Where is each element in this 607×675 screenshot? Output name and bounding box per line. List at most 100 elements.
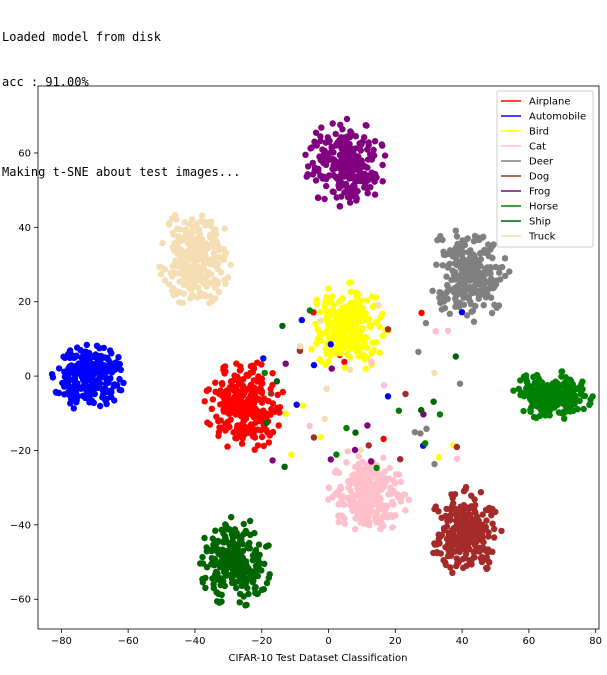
scatter-point-ship — [218, 598, 225, 605]
scatter-point-ship — [210, 584, 217, 592]
scatter-point-deer — [474, 234, 482, 241]
scatter-point-cat — [380, 382, 388, 389]
scatter-point-truck — [161, 277, 169, 284]
scatter-point-dog — [449, 527, 456, 534]
scatter-point-frog — [322, 139, 329, 146]
scatter-point-automobile — [87, 391, 94, 398]
scatter-point-horse — [552, 379, 560, 386]
scatter-point-truck — [195, 275, 203, 282]
scatter-point-truck — [183, 266, 190, 273]
scatter-point-ship — [213, 544, 220, 551]
scatter-point-automobile — [55, 365, 63, 372]
scatter-point-dog — [477, 489, 485, 496]
scatter-point-ship — [245, 590, 252, 598]
scatter-point-airplane — [279, 388, 287, 396]
scatter-point-horse — [517, 391, 524, 399]
scatter-point-frog — [322, 161, 330, 168]
scatter-point-frog — [336, 165, 343, 172]
scatter-point-frog — [338, 171, 345, 178]
legend-label-bird: Bird — [529, 127, 549, 138]
scatter-point-airplane — [238, 440, 246, 447]
x-axis-title: CIFAR-10 Test Dataset Classification — [228, 653, 407, 664]
scatter-point-dog — [485, 546, 492, 554]
scatter-point-ship — [221, 568, 228, 575]
legend-label-dog: Dog — [529, 172, 549, 183]
scatter-point-frog — [314, 194, 322, 201]
scatter-point-automobile — [94, 359, 101, 366]
scatter-point-frog — [381, 152, 389, 159]
scatter-point-bird — [362, 339, 369, 346]
scatter-point-truck — [186, 220, 193, 228]
scatter-point-truck — [182, 257, 189, 264]
x-tick-label: −40 — [184, 636, 205, 647]
scatter-point-airplane — [247, 369, 254, 377]
scatter-point-bird — [372, 319, 380, 326]
scatter-point-deer — [459, 273, 466, 280]
scatter-point-horse — [306, 307, 314, 314]
console-line-1: Loaded model from disk — [2, 30, 161, 44]
scatter-point-bird — [339, 295, 346, 302]
scatter-point-dog — [450, 500, 457, 507]
scatter-point-frog — [379, 161, 386, 169]
scatter-point-truck — [431, 369, 438, 377]
scatter-point-dog — [491, 534, 498, 541]
scatter-point-horse — [546, 412, 553, 419]
scatter-point-frog — [328, 143, 335, 150]
scatter-point-ship — [217, 581, 224, 589]
scatter-point-deer — [417, 430, 424, 437]
scatter-point-deer — [475, 295, 482, 302]
scatter-point-truck — [317, 317, 324, 324]
scatter-point-truck — [185, 240, 193, 247]
scatter-point-horse — [536, 386, 544, 393]
scatter-point-ship — [202, 584, 209, 592]
scatter-point-ship — [220, 539, 227, 546]
scatter-point-horse — [530, 392, 538, 399]
scatter-point-automobile — [293, 401, 300, 408]
legend-label-frog: Frog — [529, 187, 550, 198]
scatter-point-horse — [577, 390, 584, 398]
scatter-point-dog — [451, 491, 459, 498]
scatter-point-ship — [251, 549, 259, 556]
scatter-point-dog — [465, 505, 472, 513]
scatter-point-automobile — [260, 355, 267, 362]
scatter-point-deer — [443, 273, 450, 280]
scatter-point-truck — [171, 247, 178, 254]
scatter-point-airplane — [248, 401, 255, 409]
scatter-point-bird — [346, 279, 353, 287]
scatter-point-cat — [354, 503, 361, 511]
scatter-point-ship — [258, 586, 266, 593]
scatter-point-airplane — [216, 424, 223, 431]
scatter-point-horse — [520, 407, 527, 415]
scatter-point-bird — [368, 350, 375, 357]
scatter-point-bird — [345, 346, 352, 353]
scatter-point-automobile — [70, 405, 78, 412]
scatter-point-dog — [460, 564, 467, 572]
scatter-point-airplane — [224, 443, 231, 450]
scatter-point-deer — [433, 261, 440, 268]
scatter-point-deer — [471, 267, 478, 274]
scatter-point-cat — [432, 328, 439, 335]
scatter-point-cat — [360, 506, 367, 513]
scatter-point-ship — [246, 539, 253, 547]
scatter-point-airplane — [205, 386, 212, 393]
scatter-point-airplane — [269, 381, 276, 389]
scatter-point-frog — [368, 175, 375, 182]
scatter-point-horse — [395, 407, 403, 414]
scatter-point-dog — [455, 559, 462, 566]
scatter-point-frog — [323, 182, 330, 190]
scatter-point-bird — [346, 337, 354, 344]
scatter-point-automobile — [103, 395, 111, 403]
scatter-point-truck — [172, 257, 179, 264]
scatter-point-airplane — [269, 370, 276, 377]
scatter-point-automobile — [298, 316, 305, 324]
scatter-point-automobile — [80, 364, 88, 372]
scatter-point-ship — [230, 570, 238, 577]
scatter-point-cat — [386, 464, 393, 472]
scatter-point-bird — [355, 353, 363, 360]
scatter-point-dog — [460, 512, 468, 520]
scatter-point-bird — [348, 324, 355, 331]
scatter-point-airplane — [237, 429, 244, 436]
scatter-point-deer — [502, 272, 509, 280]
scatter-point-bird — [372, 294, 380, 301]
scatter-point-ship — [228, 513, 235, 521]
